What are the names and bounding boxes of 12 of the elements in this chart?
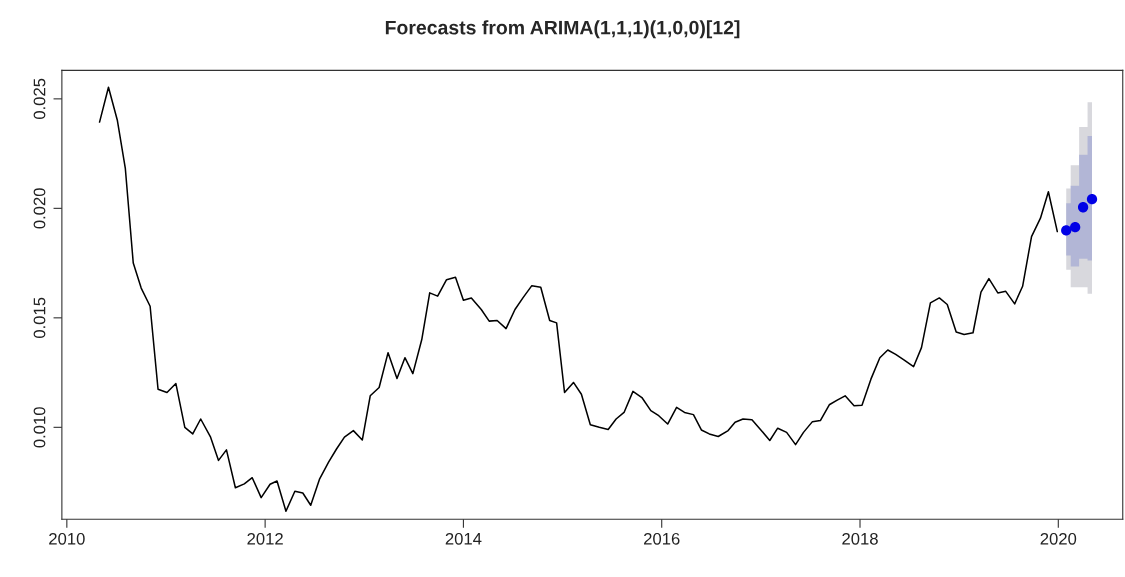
- y-tick-label: 0.010: [33, 407, 46, 448]
- y-tick-label: 0.025: [33, 78, 46, 120]
- line-series: [98, 86, 1059, 512]
- y-tick-label: 0.020: [33, 188, 46, 229]
- x-tick-label: 2014: [445, 532, 482, 545]
- chart-title: Forecasts from ARIMA(1,1,1)(1,0,0)[12]: [385, 20, 740, 39]
- x-tick-label: 2010: [49, 532, 85, 545]
- x-tick-label: 2012: [247, 532, 283, 545]
- x-tick-label: 2018: [842, 532, 878, 545]
- x-tick-label: 2016: [644, 532, 680, 545]
- x-tick-label: 2020: [1040, 532, 1077, 545]
- y-tick-label: 0.015: [33, 297, 46, 339]
